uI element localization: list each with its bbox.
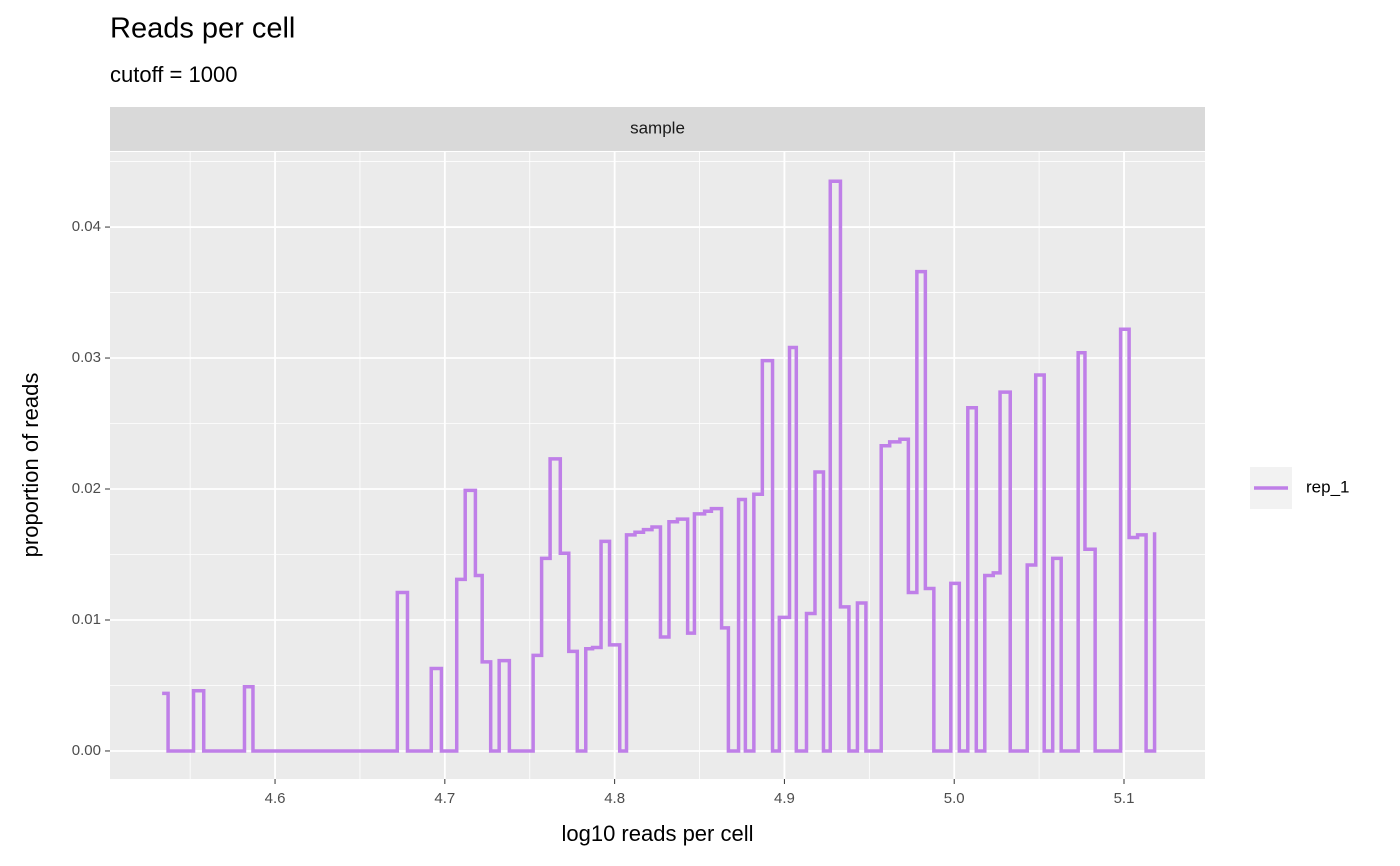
step-line <box>162 179 1157 753</box>
x-tick-label: 5.0 <box>944 790 965 807</box>
x-tick-label: 4.9 <box>774 790 795 807</box>
legend-label: rep_1 <box>1306 477 1349 496</box>
x-tick-label: 5.1 <box>1114 790 1135 807</box>
y-tick-label: 0.00 <box>72 742 101 759</box>
y-tick-label: 0.03 <box>72 349 101 366</box>
x-axis-title: log10 reads per cell <box>561 821 753 846</box>
x-tick-label: 4.7 <box>434 790 455 807</box>
y-tick-label: 0.01 <box>72 611 101 628</box>
x-tick-label: 4.8 <box>604 790 625 807</box>
y-tick-label: 0.04 <box>72 218 101 235</box>
y-tick-label: 0.02 <box>72 480 101 497</box>
chart-title: Reads per cell <box>110 13 295 45</box>
facet-strip <box>110 107 1205 151</box>
facet-label: sample <box>630 118 685 137</box>
chart-subtitle: cutoff = 1000 <box>110 62 237 87</box>
y-axis-title: proportion of reads <box>18 373 43 558</box>
x-tick-label: 4.6 <box>265 790 286 807</box>
panel <box>110 152 1205 779</box>
